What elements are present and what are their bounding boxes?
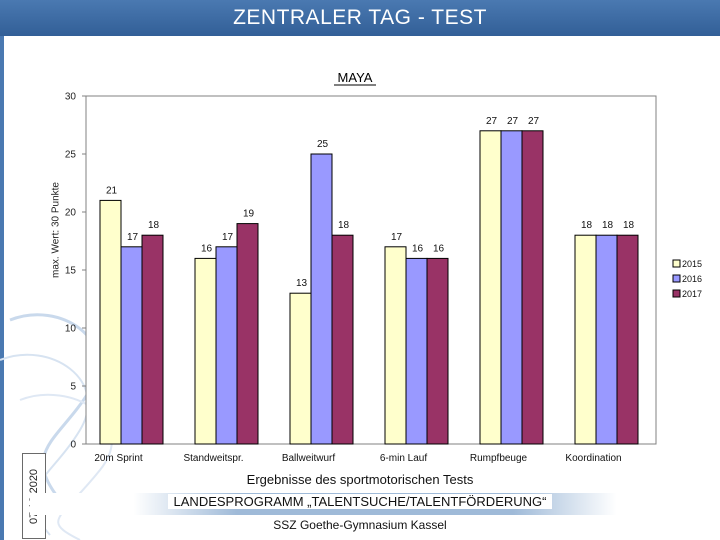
bar-value-label: 17 <box>391 232 403 243</box>
legend-swatch-2015 <box>672 259 681 268</box>
bar-2015 <box>99 199 122 445</box>
chart-title: MAYA <box>338 70 373 85</box>
y-tick-label: 10 <box>65 324 77 335</box>
bar-value-label: 16 <box>201 243 213 254</box>
bar-value-label: 17 <box>222 232 234 243</box>
category-label: Ballweitwurf <box>282 453 336 464</box>
slide-title: ZENTRALER TAG - TEST <box>233 6 487 29</box>
bar-2015 <box>289 292 312 445</box>
legend-label-2015: 2015 <box>682 259 702 269</box>
bar-2017 <box>521 130 544 445</box>
y-tick-label: 5 <box>70 382 76 393</box>
y-tick-label: 15 <box>65 266 77 277</box>
legend-label-2016: 2016 <box>682 274 702 284</box>
y-tick-label: 25 <box>65 150 77 161</box>
bar-value-label: 18 <box>602 220 614 231</box>
category-label: Rumpfbeuge <box>470 453 528 464</box>
bar-2017 <box>141 234 164 445</box>
footer-program-title: LANDESPROGRAMM „TALENTSUCHE/TALENTFÖRDER… <box>0 494 720 509</box>
footer-program-text: LANDESPROGRAMM „TALENTSUCHE/TALENTFÖRDER… <box>167 494 553 509</box>
bar-2017 <box>426 257 449 445</box>
bar-value-label: 13 <box>296 278 308 289</box>
bar-2017 <box>616 234 639 445</box>
bar-value-label: 17 <box>127 232 139 243</box>
bar-2016 <box>120 246 143 445</box>
bar-2016 <box>310 153 333 445</box>
footer-school: SSZ Goethe-Gymnasium Kassel <box>273 518 447 532</box>
bar-value-label: 19 <box>243 209 255 220</box>
bar-2016 <box>500 130 523 445</box>
bar-2017 <box>331 234 354 445</box>
bar-2016 <box>215 246 238 445</box>
bar-value-label: 16 <box>433 243 445 254</box>
bar-value-label: 27 <box>507 116 519 127</box>
y-tick-label: 30 <box>65 92 77 103</box>
bar-value-label: 18 <box>338 220 350 231</box>
category-label: 20m Sprint <box>94 453 143 464</box>
bar-2017 <box>236 223 259 445</box>
left-accent-strip <box>0 36 4 540</box>
bar-2015 <box>479 130 502 445</box>
legend-swatch-2016 <box>672 274 681 283</box>
legend-label-2017: 2017 <box>682 289 702 299</box>
category-label: 6-min Lauf <box>380 453 427 464</box>
footer-subtitle: Ergebnisse des sportmotorischen Tests <box>246 472 474 487</box>
bar-value-label: 27 <box>486 116 498 127</box>
bar-2016 <box>405 257 428 445</box>
bar-value-label: 16 <box>412 243 424 254</box>
y-tick-label: 20 <box>65 208 77 219</box>
bar-value-label: 18 <box>148 220 160 231</box>
bar-2015 <box>384 246 407 445</box>
category-label: Standweitspr. <box>183 453 243 464</box>
category-label: Koordination <box>565 453 621 464</box>
bar-value-label: 21 <box>106 185 118 196</box>
bar-value-label: 18 <box>581 220 593 231</box>
bar-2015 <box>574 234 597 445</box>
bar-2016 <box>595 234 618 445</box>
bar-value-label: 18 <box>623 220 635 231</box>
slide-header: ZENTRALER TAG - TEST <box>0 0 720 36</box>
plot-area <box>85 95 657 445</box>
bar-value-label: 25 <box>317 139 329 150</box>
legend-swatch-2017 <box>672 289 681 298</box>
y-tick-label: 0 <box>70 440 76 451</box>
bar-2015 <box>194 257 217 445</box>
bar-value-label: 27 <box>528 116 540 127</box>
